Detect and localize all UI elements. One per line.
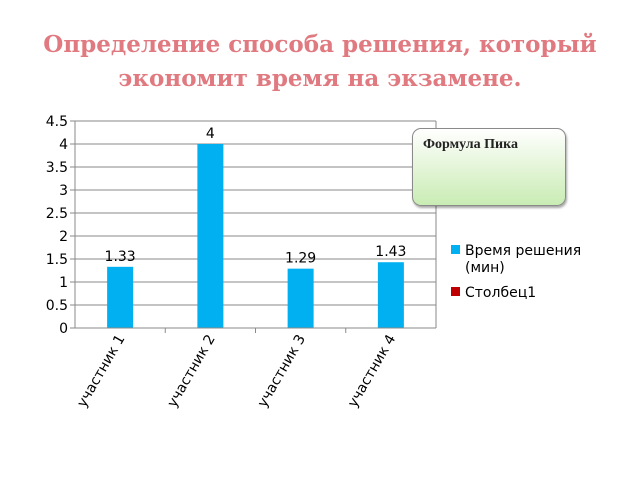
- callout-text: Формула Пика: [423, 137, 518, 152]
- bars: [107, 144, 404, 328]
- y-tick-label: 4.5: [46, 114, 68, 130]
- slide-title-line-2: экономит время на экзамене.: [118, 65, 522, 92]
- y-tick-label: 2: [59, 229, 68, 245]
- data-label: 1.43: [375, 244, 406, 260]
- x-tick-label: участник 1: [74, 332, 128, 410]
- x-tick-label: участник 4: [345, 332, 399, 410]
- y-tick-label: 1.5: [46, 252, 68, 268]
- legend-label: Время решения (мин): [465, 243, 581, 276]
- y-tick-label: 2.5: [46, 206, 68, 222]
- data-label: 4: [206, 126, 215, 142]
- y-tick-label: 4: [59, 137, 68, 153]
- y-tick-label: 1: [59, 275, 68, 291]
- legend-label: Столбец1: [465, 285, 536, 301]
- bar: [287, 268, 314, 328]
- gridlines: [75, 120, 436, 329]
- y-tick-label: 3.5: [46, 160, 68, 176]
- legend: Время решения (мин) Столбец1: [451, 243, 581, 301]
- data-label: 1.33: [105, 249, 136, 265]
- legend-swatch: [451, 245, 460, 254]
- slide-title: Определение способа решения, который эко…: [20, 28, 620, 96]
- bar: [377, 262, 404, 328]
- x-tick-label: участник 2: [164, 332, 218, 410]
- slide-title-line-1: Определение способа решения, который: [43, 31, 597, 58]
- legend-swatch: [451, 287, 460, 296]
- data-labels: 1.33 4 1.29 1.43: [105, 126, 407, 267]
- x-tick-label: участник 3: [255, 332, 309, 410]
- pick-formula-callout: Формула Пика: [412, 128, 566, 206]
- y-tick-label: 3: [59, 183, 68, 199]
- y-tick-label: 0.5: [46, 298, 68, 314]
- y-tick-label: 0: [59, 321, 68, 337]
- bar: [107, 266, 134, 328]
- bar: [197, 144, 224, 328]
- data-label: 1.29: [285, 251, 316, 267]
